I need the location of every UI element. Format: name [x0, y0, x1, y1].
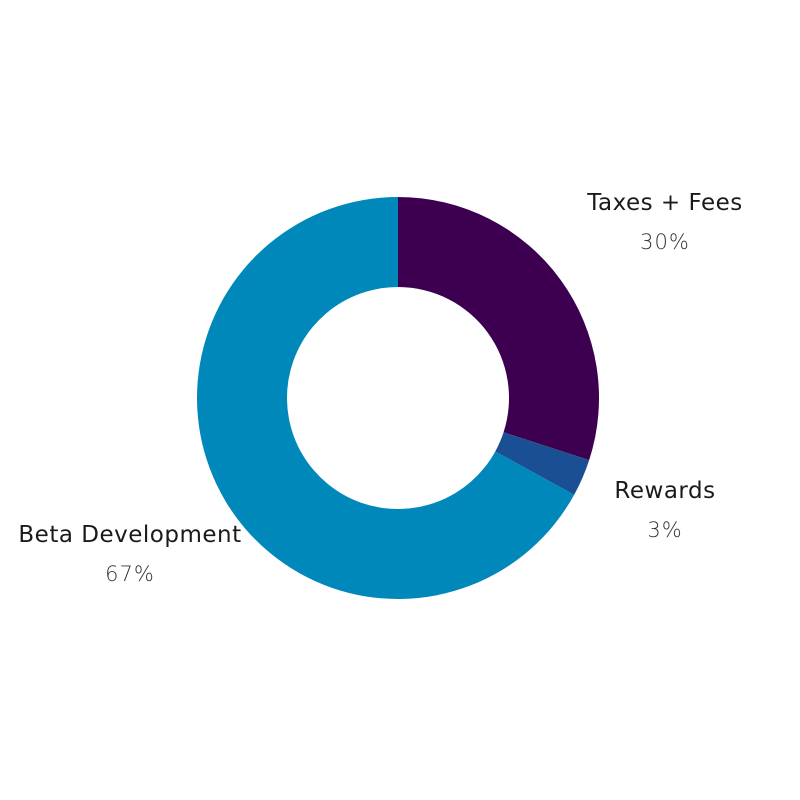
slice-label-rewards: Rewards 3%	[595, 478, 735, 542]
donut-slice-rewards	[495, 432, 590, 495]
slice-percent-beta-development: 67%	[105, 562, 155, 586]
slice-percent-taxes-fees: 30%	[640, 230, 690, 254]
slice-name-beta-development: Beta Development	[18, 522, 242, 548]
donut-slice-taxes-fees	[398, 197, 599, 461]
slice-name-rewards: Rewards	[614, 478, 716, 504]
slice-label-taxes-fees: Taxes + Fees 30%	[550, 190, 780, 254]
slice-name-taxes-fees: Taxes + Fees	[587, 190, 743, 216]
slice-label-beta-development: Beta Development 67%	[10, 522, 250, 586]
donut-slice-beta-development	[196, 197, 575, 599]
slice-percent-rewards: 3%	[647, 518, 683, 542]
